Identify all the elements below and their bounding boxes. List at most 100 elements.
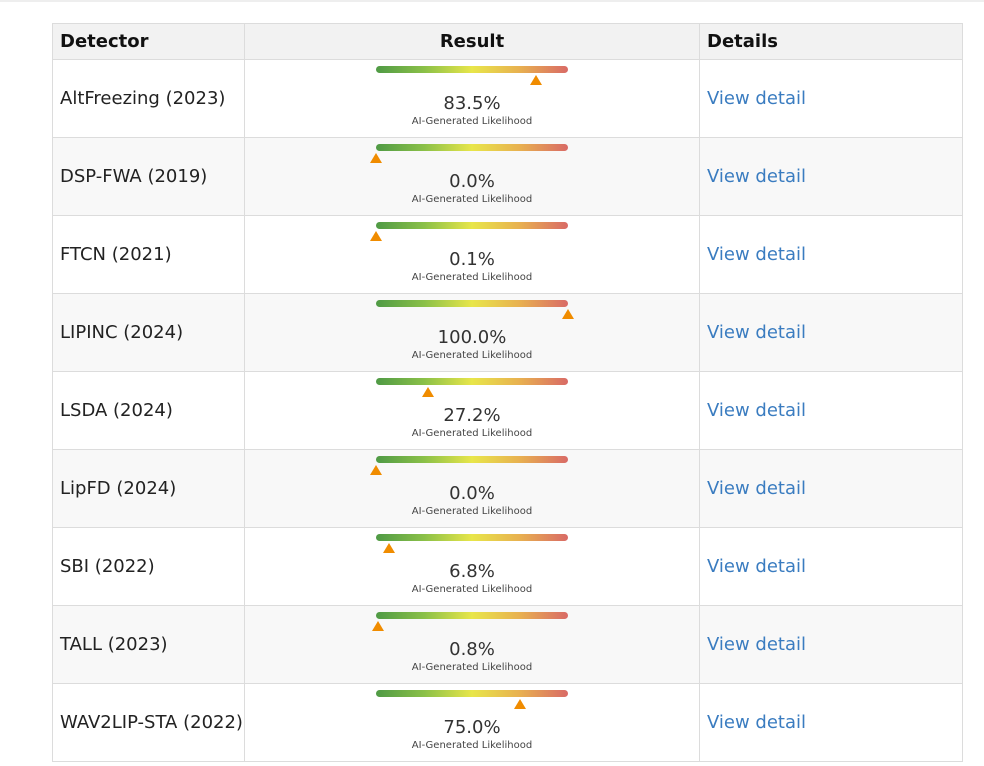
result-cell: 75.0% AI-Generated Likelihood [245, 684, 700, 761]
table-row: LSDA (2024) 27.2% AI-Generated Likelihoo… [53, 372, 962, 450]
table-row: LIPINC (2024) 100.0% AI-Generated Likeli… [53, 294, 962, 372]
likelihood-label: AI-Generated Likelihood [411, 194, 533, 205]
details-cell: View detail [700, 372, 962, 449]
result-cell: 0.8% AI-Generated Likelihood [245, 606, 700, 683]
likelihood-marker-icon [371, 621, 384, 631]
result-cell: 6.8% AI-Generated Likelihood [245, 528, 700, 605]
view-detail-link[interactable]: View detail [707, 400, 807, 421]
likelihood-percent: 0.1% [449, 249, 495, 270]
likelihood-gradient-bar [376, 534, 568, 541]
view-detail-link[interactable]: View detail [707, 712, 807, 733]
header-result: Result [245, 24, 700, 59]
detector-name: SBI (2022) [60, 555, 155, 577]
table-row: DSP-FWA (2019) 0.0% AI-Generated Likelih… [53, 138, 962, 216]
likelihood-label: AI-Generated Likelihood [411, 584, 533, 595]
likelihood-marker-icon [370, 465, 382, 475]
likelihood-gradient-bar [376, 612, 568, 619]
likelihood-gradient-bar [376, 222, 568, 229]
likelihood-marker-icon [514, 699, 526, 709]
result-cell: 83.5% AI-Generated Likelihood [245, 60, 700, 137]
likelihood-label: AI-Generated Likelihood [411, 506, 533, 517]
likelihood-percent: 100.0% [437, 327, 507, 348]
detector-cell: DSP-FWA (2019) [53, 138, 245, 215]
details-cell: View detail [700, 450, 962, 527]
likelihood-percent: 0.8% [449, 639, 495, 660]
likelihood-meter: 27.2% AI-Generated Likelihood [376, 378, 568, 448]
detector-cell: SBI (2022) [53, 528, 245, 605]
likelihood-marker-icon [562, 309, 574, 319]
likelihood-meter: 0.1% AI-Generated Likelihood [370, 222, 568, 292]
detector-cell: FTCN (2021) [53, 216, 245, 293]
detector-name: LSDA (2024) [60, 399, 173, 421]
likelihood-percent: 0.0% [449, 171, 495, 192]
details-cell: View detail [700, 528, 962, 605]
likelihood-percent: 27.2% [443, 405, 501, 426]
likelihood-label: AI-Generated Likelihood [411, 350, 533, 361]
likelihood-marker-icon [422, 387, 435, 397]
result-cell: 0.0% AI-Generated Likelihood [245, 450, 700, 527]
likelihood-gradient-bar [376, 300, 568, 307]
detector-cell: WAV2LIP-STA (2022) [53, 684, 245, 761]
table-body: AltFreezing (2023) 83.5% AI-Generated Li… [53, 60, 962, 762]
result-cell: 100.0% AI-Generated Likelihood [245, 294, 700, 371]
likelihood-percent: 0.0% [449, 483, 495, 504]
detector-cell: TALL (2023) [53, 606, 245, 683]
likelihood-meter: 0.8% AI-Generated Likelihood [371, 612, 568, 682]
details-cell: View detail [700, 138, 962, 215]
detector-cell: LipFD (2024) [53, 450, 245, 527]
detector-name: WAV2LIP-STA (2022) [60, 711, 243, 733]
detector-name: AltFreezing (2023) [60, 87, 226, 109]
likelihood-gradient-bar [376, 66, 568, 73]
table-row: LipFD (2024) 0.0% AI-Generated Likelihoo… [53, 450, 962, 528]
table-header: Detector Result Details [53, 24, 962, 60]
detector-name: DSP-FWA (2019) [60, 165, 208, 187]
top-divider [0, 0, 984, 2]
likelihood-meter: 0.0% AI-Generated Likelihood [370, 144, 568, 214]
detector-results-table: Detector Result Details AltFreezing (202… [52, 23, 963, 762]
likelihood-percent: 83.5% [443, 93, 501, 114]
details-cell: View detail [700, 216, 962, 293]
detector-name: FTCN (2021) [60, 243, 172, 265]
likelihood-label: AI-Generated Likelihood [411, 116, 533, 127]
view-detail-link[interactable]: View detail [707, 322, 807, 343]
details-cell: View detail [700, 606, 962, 683]
likelihood-label: AI-Generated Likelihood [411, 428, 533, 439]
likelihood-label: AI-Generated Likelihood [411, 272, 533, 283]
table-row: TALL (2023) 0.8% AI-Generated Likelihood… [53, 606, 962, 684]
table-row: AltFreezing (2023) 83.5% AI-Generated Li… [53, 60, 962, 138]
view-detail-link[interactable]: View detail [707, 556, 807, 577]
likelihood-meter: 100.0% AI-Generated Likelihood [376, 300, 574, 370]
details-cell: View detail [700, 294, 962, 371]
likelihood-meter: 75.0% AI-Generated Likelihood [376, 690, 568, 760]
view-detail-link[interactable]: View detail [707, 244, 807, 265]
likelihood-gradient-bar [376, 456, 568, 463]
detector-name: LipFD (2024) [60, 477, 177, 499]
view-detail-link[interactable]: View detail [707, 478, 807, 499]
likelihood-meter: 6.8% AI-Generated Likelihood [376, 534, 568, 604]
view-detail-link[interactable]: View detail [707, 166, 807, 187]
detector-cell: LIPINC (2024) [53, 294, 245, 371]
likelihood-marker-icon [530, 75, 543, 85]
result-cell: 0.0% AI-Generated Likelihood [245, 138, 700, 215]
detector-name: TALL (2023) [60, 633, 168, 655]
likelihood-percent: 6.8% [449, 561, 495, 582]
view-detail-link[interactable]: View detail [707, 634, 807, 655]
table-row: SBI (2022) 6.8% AI-Generated Likelihood … [53, 528, 962, 606]
likelihood-marker-icon [370, 153, 382, 163]
likelihood-meter: 83.5% AI-Generated Likelihood [376, 66, 568, 136]
result-cell: 27.2% AI-Generated Likelihood [245, 372, 700, 449]
table-row: FTCN (2021) 0.1% AI-Generated Likelihood… [53, 216, 962, 294]
view-detail-link[interactable]: View detail [707, 88, 807, 109]
result-cell: 0.1% AI-Generated Likelihood [245, 216, 700, 293]
detector-name: LIPINC (2024) [60, 321, 184, 343]
likelihood-gradient-bar [376, 378, 568, 385]
likelihood-marker-icon [370, 231, 383, 241]
details-cell: View detail [700, 60, 962, 137]
likelihood-percent: 75.0% [443, 717, 501, 738]
header-details: Details [707, 31, 778, 52]
detector-cell: LSDA (2024) [53, 372, 245, 449]
table-row: WAV2LIP-STA (2022) 75.0% AI-Generated Li… [53, 684, 962, 762]
likelihood-gradient-bar [376, 144, 568, 151]
likelihood-label: AI-Generated Likelihood [411, 740, 533, 751]
likelihood-label: AI-Generated Likelihood [411, 662, 533, 673]
